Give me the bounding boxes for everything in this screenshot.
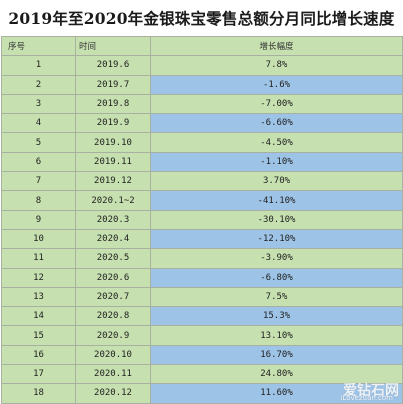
table-row: 6 2019.11 -1.10% [1,151,403,173]
row-index-cell: 17 [1,364,76,385]
table-row: 18 2020.12 11.60% [1,383,403,404]
table-row: 16 2020.10 16.70% [1,344,403,366]
row-index-cell: 3 [1,93,76,115]
table-row: 14 2020.8 15.3% [1,306,403,327]
row-time-cell: 2019.7 [75,74,151,95]
row-time-cell: 2020.4 [75,228,151,250]
row-time-cell: 2020.3 [75,209,151,230]
row-time-cell: 2019.12 [75,171,151,192]
table-row: 5 2019.10 -4.50% [1,132,403,153]
row-time-cell: 2020.7 [75,286,151,308]
row-growth-cell: -1.6% [150,74,403,95]
table-row: 2 2019.7 -1.6% [1,74,403,95]
row-index-cell: 7 [1,171,76,192]
table-row: 11 2020.5 -3.90% [1,248,403,269]
row-time-cell: 2019.6 [75,55,151,76]
table-row: 8 2020.1~2 -41.10% [1,190,403,211]
row-time-cell: 2020.11 [75,364,151,385]
row-index-cell: 8 [1,190,76,211]
growth-table: 序号 时间 增长幅度 1 2019.6 7.8% 2 2019.7 -1.6% 3 2019.… [1,35,403,404]
row-time-cell: 2019.8 [75,93,151,115]
watermark-url: iLovezuan.com [340,394,393,402]
row-time-cell: 2020.10 [75,344,151,366]
row-growth-cell: -6.80% [150,267,403,288]
row-growth-cell: 15.3% [150,306,403,327]
table-header-row: 序号 时间 增长幅度 [1,35,403,57]
table-row: 4 2019.9 -6.60% [1,113,403,134]
row-growth-cell: -1.10% [150,151,403,173]
row-growth-cell: 7.8% [150,55,403,76]
watermark-logo-text: 爱钻石网 [343,383,399,399]
page-title: 2019年至2020年金银珠宝零售总额分月同比增长速度 [8,9,395,28]
row-growth-cell: 3.70% [150,171,403,192]
row-time-cell: 2020.8 [75,306,151,327]
row-time-cell: 2019.9 [75,113,151,134]
row-index-cell: 16 [1,344,76,366]
table-row: 13 2020.7 7.5% [1,286,403,308]
table-row: 9 2020.3 -30.10% [1,209,403,230]
row-growth-cell: -41.10% [150,190,403,211]
row-index-cell: 1 [1,55,76,76]
row-growth-cell: -3.90% [150,248,403,269]
row-growth-cell: 7.5% [150,286,403,308]
row-growth-cell: -6.60% [150,113,403,134]
table-row: 15 2020.9 13.10% [1,325,403,346]
row-index-cell: 9 [1,209,76,230]
table-row: 12 2020.6 -6.80% [1,267,403,288]
row-growth-cell: -30.10% [150,209,403,230]
row-index-cell: 5 [1,132,76,153]
column-header-time: 时间 [75,35,151,57]
row-time-cell: 2020.12 [75,383,151,404]
row-index-cell: 12 [1,267,76,288]
table-row: 1 2019.6 7.8% [1,55,403,76]
table-row: 3 2019.8 -7.00% [1,93,403,115]
row-growth-cell: 13.10% [150,325,403,346]
row-index-cell: 10 [1,228,76,250]
row-index-cell: 14 [1,306,76,327]
row-index-cell: 2 [1,74,76,95]
row-growth-cell: -12.10% [150,228,403,250]
row-time-cell: 2020.6 [75,267,151,288]
row-growth-cell: 16.70% [150,344,403,366]
row-growth-cell: -4.50% [150,132,403,153]
row-index-cell: 15 [1,325,76,346]
row-time-cell: 2020.5 [75,248,151,269]
table-row: 10 2020.4 -12.10% [1,228,403,250]
row-growth-cell: -7.00% [150,93,403,115]
column-header-index: 序号 [1,35,76,57]
table-row: 7 2019.12 3.70% [1,171,403,192]
row-index-cell: 18 [1,383,76,404]
row-index-cell: 6 [1,151,76,173]
row-index-cell: 11 [1,248,76,269]
row-index-cell: 4 [1,113,76,134]
row-time-cell: 2019.11 [75,151,151,173]
row-index-cell: 13 [1,286,76,308]
column-header-growth: 增长幅度 [150,35,403,57]
row-time-cell: 2020.1~2 [75,190,151,211]
row-growth-cell: 11.60% [150,383,403,404]
row-time-cell: 2019.10 [75,132,151,153]
row-time-cell: 2020.9 [75,325,151,346]
